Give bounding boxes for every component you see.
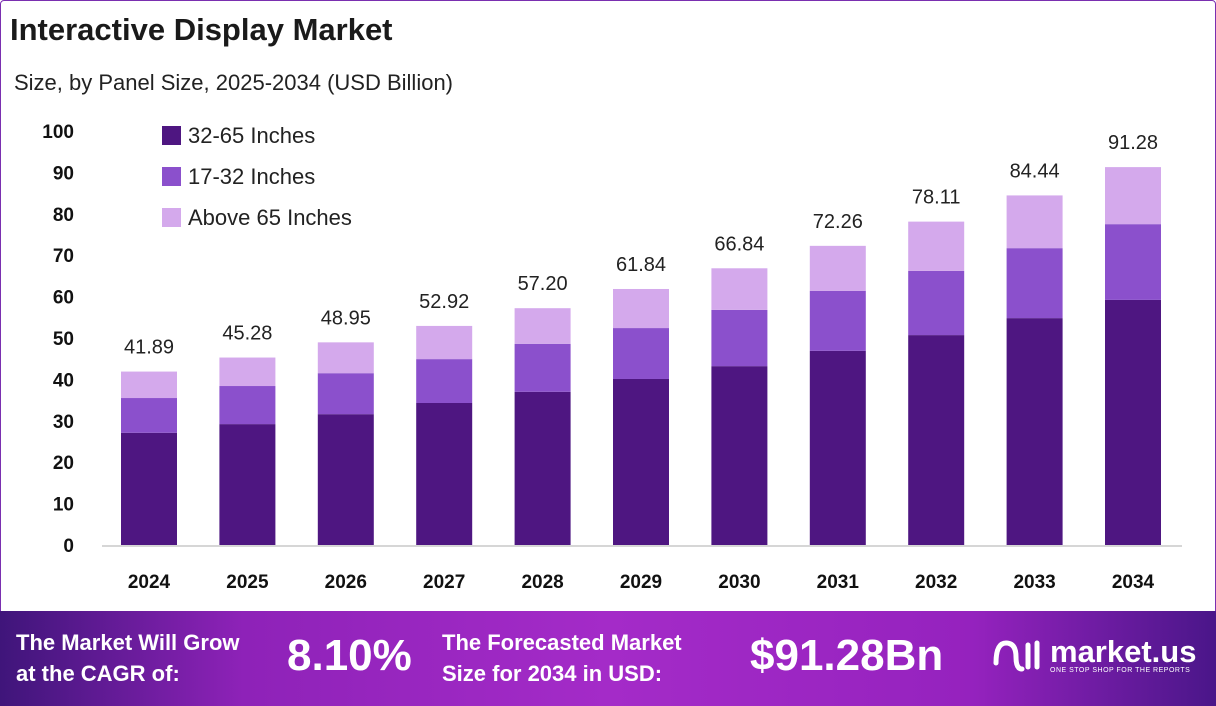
logo-name: market.us — [1050, 633, 1197, 669]
bar-segment-17-32-inches — [908, 270, 965, 336]
total-data-label: 61.84 — [616, 254, 666, 276]
bar-segment-above-65-inches — [317, 342, 374, 374]
bar-segment-17-32-inches — [1006, 248, 1063, 319]
bar-segment-32-65-inches — [908, 335, 965, 545]
y-tick-label: 30 — [53, 412, 74, 433]
bar-segment-32-65-inches — [514, 391, 571, 545]
bar-segment-17-32-inches — [514, 343, 571, 392]
bar-segment-17-32-inches — [317, 373, 374, 415]
x-tick-label: 2028 — [521, 572, 563, 593]
forecast-label: The Forecasted Market Size for 2034 in U… — [442, 627, 737, 689]
chart-title: Interactive Display Market — [10, 12, 393, 47]
bar-segment-above-65-inches — [809, 245, 866, 291]
total-data-label: 57.20 — [518, 273, 568, 295]
bar-segment-17-32-inches — [219, 386, 276, 425]
y-tick-label: 50 — [53, 329, 74, 350]
bar-segment-32-65-inches — [809, 350, 866, 545]
total-data-label: 84.44 — [1010, 160, 1060, 182]
bar-segment-32-65-inches — [219, 424, 276, 545]
forecast-value: $91.28Bn — [750, 631, 944, 680]
x-tick-label: 2027 — [423, 572, 465, 593]
total-data-label: 91.28 — [1108, 132, 1158, 154]
y-tick-label: 100 — [42, 122, 74, 143]
legend-swatch — [162, 126, 181, 145]
logo-tagline: ONE STOP SHOP FOR THE REPORTS — [1050, 666, 1191, 674]
total-data-label: 66.84 — [714, 233, 764, 255]
legend-label: 17-32 Inches — [188, 164, 315, 189]
bar-segment-17-32-inches — [711, 309, 768, 367]
x-tick-label: 2026 — [325, 572, 367, 593]
y-tick-label: 70 — [53, 246, 74, 267]
bar-segment-above-65-inches — [219, 357, 276, 387]
cagr-value: 8.10% — [287, 631, 412, 680]
total-data-label: 41.89 — [124, 337, 174, 359]
bar-segment-above-65-inches — [514, 308, 571, 344]
total-data-label: 52.92 — [419, 291, 469, 313]
bar-segment-17-32-inches — [121, 398, 177, 433]
bar-segment-above-65-inches — [908, 221, 965, 271]
y-tick-label: 0 — [63, 536, 74, 557]
y-tick-label: 90 — [53, 163, 74, 184]
y-tick-label: 40 — [53, 370, 74, 391]
x-tick-label: 2029 — [620, 572, 662, 593]
forecast-label-line1: The Forecasted Market — [442, 630, 682, 655]
legend-label: 32-65 Inches — [188, 123, 315, 148]
market-us-logo: market.us ONE STOP SHOP FOR THE REPORTS — [992, 635, 1196, 675]
footer-banner: The Market Will Grow at the CAGR of: 8.1… — [0, 611, 1216, 706]
total-data-label: 78.11 — [912, 187, 961, 209]
y-tick-label: 60 — [53, 288, 74, 309]
y-tick-label: 20 — [53, 453, 74, 474]
chart-subtitle: Size, by Panel Size, 2025-2034 (USD Bill… — [14, 70, 454, 95]
total-data-label: 45.28 — [222, 323, 272, 345]
x-tick-label: 2032 — [915, 572, 957, 593]
x-tick-label: 2025 — [226, 572, 269, 593]
bar-segment-17-32-inches — [1105, 224, 1161, 300]
legend-label: Above 65 Inches — [188, 205, 352, 230]
x-tick-label: 2034 — [1112, 572, 1155, 593]
bar-segment-32-65-inches — [613, 378, 669, 545]
bar-segment-17-32-inches — [809, 290, 866, 351]
bar-segment-32-65-inches — [416, 402, 473, 545]
bar-segment-32-65-inches — [1105, 299, 1161, 545]
total-data-label: 72.26 — [813, 211, 863, 233]
x-tick-label: 2033 — [1013, 572, 1055, 593]
bar-segment-32-65-inches — [1006, 318, 1063, 545]
cagr-label-line1: The Market Will Grow — [16, 630, 240, 655]
bar-segment-32-65-inches — [317, 414, 374, 545]
bar-segment-32-65-inches — [711, 366, 768, 545]
total-data-label: 48.95 — [321, 307, 371, 329]
forecast-label-line2: Size for 2034 in USD: — [442, 661, 663, 686]
x-tick-label: 2031 — [817, 572, 860, 593]
y-tick-label: 10 — [53, 495, 74, 516]
legend-swatch — [162, 208, 181, 227]
x-tick-label: 2024 — [128, 572, 171, 593]
bar-segment-above-65-inches — [416, 325, 473, 360]
bar-segment-17-32-inches — [613, 328, 669, 379]
bar-segment-32-65-inches — [121, 432, 177, 545]
logo-icon — [993, 640, 1040, 672]
cagr-label-line2: at the CAGR of: — [16, 661, 180, 686]
stacked-bar-chart: 010203040506070809010041.89202445.282025… — [42, 122, 1182, 593]
legend-swatch — [162, 167, 181, 186]
bar-segment-above-65-inches — [613, 288, 669, 329]
bar-segment-above-65-inches — [1105, 167, 1161, 225]
bar-segment-above-65-inches — [121, 371, 177, 399]
bar-segment-above-65-inches — [1006, 195, 1063, 249]
cagr-label: The Market Will Grow at the CAGR of: — [16, 627, 278, 689]
y-tick-label: 80 — [53, 205, 74, 226]
x-tick-label: 2030 — [718, 572, 760, 593]
bar-segment-17-32-inches — [416, 359, 473, 403]
bar-segment-above-65-inches — [711, 268, 768, 310]
